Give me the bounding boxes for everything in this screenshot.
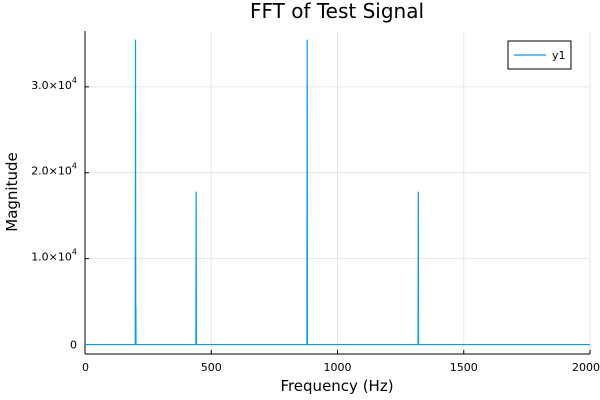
- x-axis-label: Frequency (Hz): [280, 377, 393, 395]
- x-tick-label: 1000: [324, 361, 352, 374]
- y-axis-label: Magnitude: [3, 152, 21, 231]
- legend: y1: [507, 40, 572, 70]
- series-layer: [85, 39, 590, 346]
- x-tick-label: 1500: [450, 361, 478, 374]
- y-tick-label: 2.0×104: [31, 162, 77, 178]
- y-tick-label: 0: [70, 339, 77, 352]
- chart-title: FFT of Test Signal: [250, 0, 424, 23]
- y-tick-label: 1.0×104: [31, 248, 77, 264]
- x-ticks: 0 500 1000 1500 2000: [82, 350, 600, 374]
- x-tick-label: 500: [201, 361, 222, 374]
- y-tick-label: 3.0×104: [31, 76, 77, 92]
- series-line-y1: [85, 39, 590, 346]
- x-tick-label: 2000: [572, 361, 600, 374]
- y-ticks: 0 1.0×104 2.0×104 3.0×104: [31, 76, 89, 352]
- legend-label-y1: y1: [552, 49, 566, 62]
- grid-lines: [84, 31, 591, 354]
- x-tick-label: 0: [82, 361, 89, 374]
